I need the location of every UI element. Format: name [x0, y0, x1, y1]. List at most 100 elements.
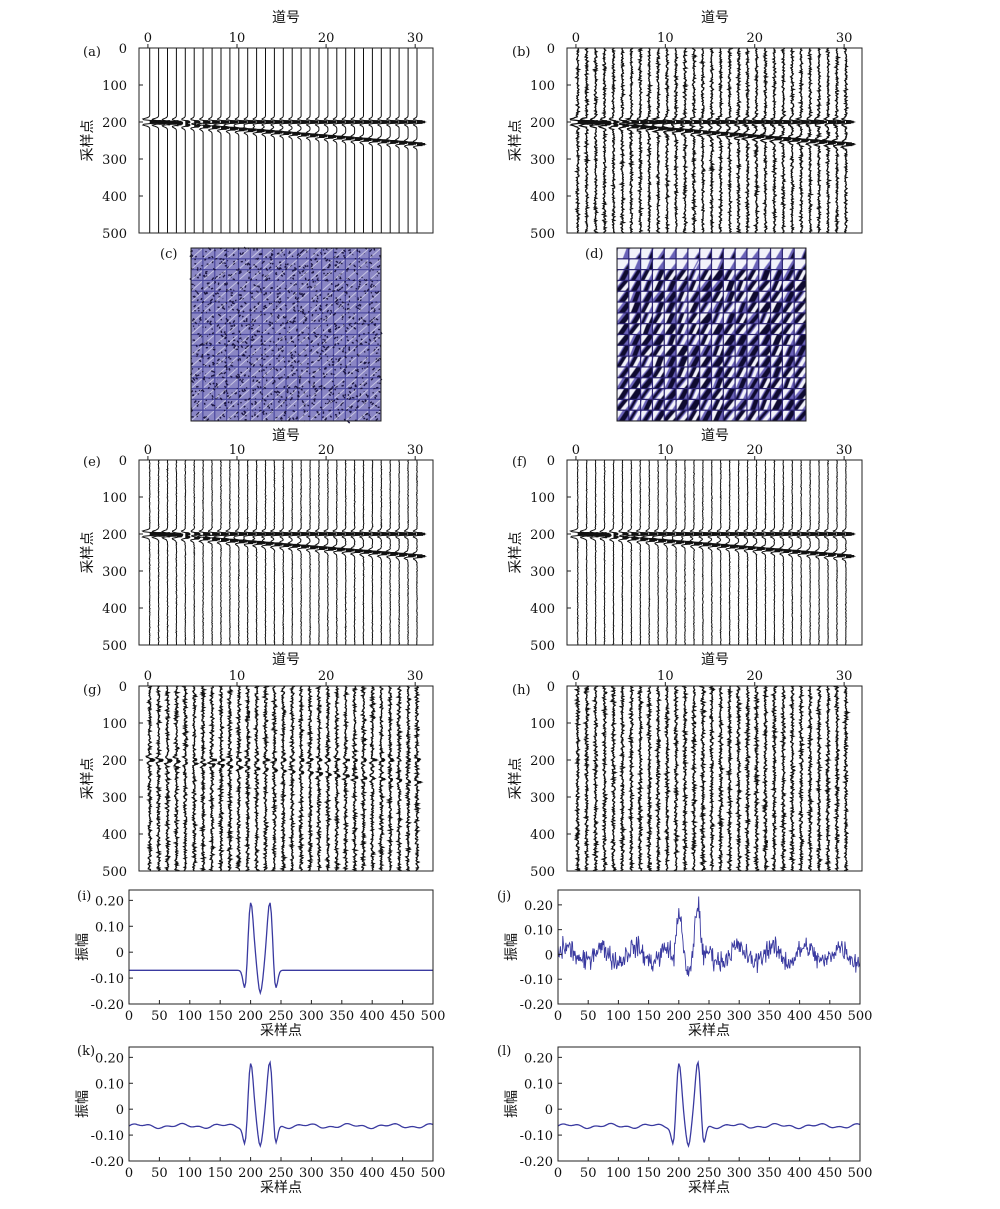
- trace-fill-b-18: [738, 120, 747, 138]
- atom-d-14-4: [664, 399, 676, 410]
- trace-fill-g-12: [256, 758, 260, 872]
- atom-stroke-c-14-6: [262, 400, 274, 410]
- atom-fill-d-8-7: [700, 335, 711, 345]
- atom-c-12-5: [250, 378, 262, 389]
- atom-fill-d-0-11: [747, 248, 759, 259]
- atom-c-1-8: [284, 259, 298, 271]
- trace-fill-g-17: [301, 729, 304, 775]
- trace-a-9: [223, 48, 240, 233]
- atom-d-0-12: [759, 248, 770, 259]
- atom-d-8-12: [759, 335, 770, 345]
- atom-fill-d-11-15: [794, 367, 806, 378]
- atom-d-10-3: [653, 356, 664, 367]
- atom-stroke-c-9-7: [274, 345, 286, 356]
- atom-d-8-4: [664, 335, 676, 345]
- atom-c-14-8: [284, 398, 299, 410]
- trace-fill-f-11: [676, 532, 685, 545]
- atom-fill-d-3-8: [712, 281, 723, 291]
- atom-d-12-9: [723, 378, 735, 388]
- atom-stroke-c-10-12: [334, 356, 345, 367]
- y-tick-label-b-5: 500: [530, 227, 555, 242]
- atom-fill-d-5-7: [700, 302, 711, 313]
- y-tick-label-l-0: -0.20: [520, 1155, 553, 1170]
- atom-fill-d-3-10: [735, 281, 747, 291]
- atom-fill-d-13-1: [629, 389, 641, 399]
- trace-h-3: [600, 685, 609, 872]
- trace-fill-g-27: [390, 758, 394, 782]
- trace-fill-b-24: [792, 120, 801, 142]
- trace-h-4: [609, 685, 618, 872]
- x-tick-label-j-6: 300: [727, 1009, 752, 1024]
- atom-fill-d-0-14: [782, 248, 794, 259]
- atom-stroke-c-8-11: [322, 335, 333, 345]
- atom-fill-d-12-9: [723, 378, 735, 388]
- atom-fill-d-3-3: [653, 281, 664, 291]
- atom-fill-d-10-4: [664, 356, 676, 367]
- x-tick-label-j-5: 250: [697, 1009, 722, 1024]
- atom-d-4-5: [676, 291, 688, 302]
- trace-fill-h-18: [738, 702, 741, 859]
- atom-d-7-3: [653, 324, 664, 334]
- atom-stroke-c-10-15: [369, 356, 381, 367]
- atom-d-13-10: [735, 389, 747, 399]
- atom-d-3-8: [712, 281, 723, 291]
- atom-stroke-c-12-5: [251, 378, 262, 388]
- atom-speckle-c-8-5: [250, 333, 263, 346]
- atom-stroke-c-12-11: [322, 378, 333, 388]
- atom-stroke-c-11-5: [251, 367, 262, 378]
- atom-speckle-c-0-4: [237, 246, 250, 256]
- trace-fill-a-20: [327, 120, 336, 139]
- atom-speckle-c-4-8: [287, 291, 300, 303]
- atom-c-5-0: [191, 300, 205, 314]
- trace-fill-e-9: [229, 532, 239, 543]
- atom-d-13-14: [782, 389, 794, 399]
- atom-speckle-c-2-3: [228, 268, 239, 281]
- atom-fill-d-4-12: [759, 291, 770, 302]
- atom-stroke-c-2-6: [262, 270, 274, 280]
- atom-c-13-13: [345, 389, 357, 401]
- trace-fill-g-3: [176, 747, 180, 769]
- x-tick-label-i-8: 400: [360, 1009, 385, 1024]
- atom-stroke-c-5-2: [215, 302, 226, 313]
- atom-d-2-15: [794, 270, 806, 280]
- y-tick-label-f-1: 100: [530, 491, 555, 506]
- atom-fill-d-3-9: [723, 281, 735, 291]
- atom-d-0-10: [735, 248, 747, 259]
- atom-c-14-9: [298, 399, 310, 411]
- trace-fill-f-1: [586, 532, 601, 537]
- y-axis-label-g: 采样点: [80, 758, 96, 800]
- atom-fill-d-0-13: [771, 248, 782, 259]
- atom-stroke-c-0-9: [298, 248, 310, 259]
- atom-speckle-c-5-2: [217, 301, 228, 310]
- atom-stroke-c-14-7: [274, 400, 286, 410]
- trace-fill-e-24: [363, 532, 372, 554]
- trace-b-10: [661, 47, 678, 234]
- trace-g-1: [154, 685, 164, 872]
- atom-fill-d-15-6: [688, 410, 700, 421]
- atom-speckle-c-1-10: [309, 257, 319, 270]
- atom-stroke-c-1-14: [357, 259, 369, 269]
- atom-d-12-3: [653, 378, 664, 388]
- trace-fill-e-2: [167, 532, 179, 538]
- y-tick-label-a-2: 200: [102, 116, 127, 131]
- y-tick-label-h-0: 0: [547, 680, 555, 695]
- atom-fill-d-9-14: [782, 345, 794, 356]
- atom-speckle-c-12-13: [348, 381, 357, 390]
- atom-speckle-c-1-1: [204, 258, 216, 271]
- atom-stroke-c-6-13: [346, 313, 357, 324]
- atom-speckle-c-13-11: [326, 387, 335, 401]
- atom-fill-d-1-15: [794, 259, 806, 270]
- atom-c-10-9: [296, 354, 310, 367]
- atom-c-0-4: [237, 246, 250, 259]
- atom-fill-d-5-5: [676, 302, 688, 313]
- y-tick-label-f-5: 500: [530, 639, 555, 654]
- trace-fill-f-9: [658, 532, 667, 543]
- atom-fill-d-8-15: [794, 335, 806, 345]
- atom-stroke-c-6-0: [191, 313, 203, 324]
- atom-fill-d-9-9: [723, 345, 735, 356]
- trace-fill-f-20: [756, 532, 765, 551]
- trace-fill-h-14: [702, 690, 706, 870]
- trace-e-7: [204, 459, 222, 646]
- atom-fill-d-7-13: [771, 324, 782, 334]
